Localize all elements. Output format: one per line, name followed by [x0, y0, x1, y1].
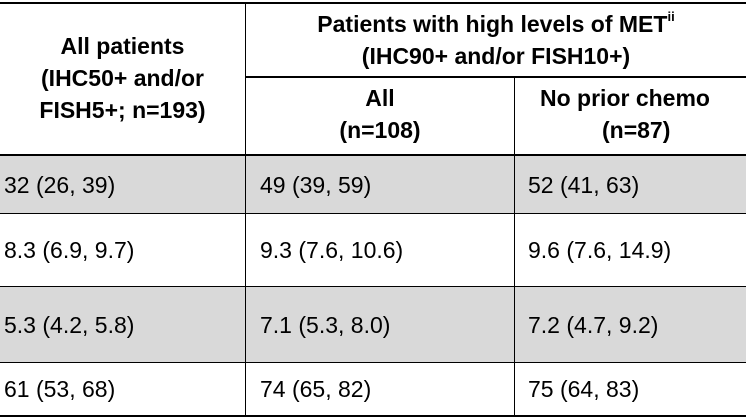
grid-line [0, 213, 746, 214]
table-row-cell: 5.3 (4.2, 5.8) [0, 287, 245, 362]
table-row-cell: 75 (64, 83) [528, 376, 640, 402]
high-met-subtitle: (IHC90+ and/or FISH10+) [361, 43, 631, 69]
grid-line [0, 286, 746, 287]
high-met-title: Patients with high levels of MET [317, 11, 668, 37]
grid-line [0, 415, 746, 417]
grid-line [514, 76, 515, 417]
table-row-cell: 9.6 (7.6, 14.9) [528, 237, 672, 263]
table-row-cell: 7.1 (5.3, 8.0) [246, 287, 514, 362]
high-met-footnote: ii [667, 9, 675, 25]
table-row-cell: 74 (65, 82) [260, 376, 372, 402]
header-no-prior-chemo: No prior chemo (n=87) [540, 85, 710, 143]
header-high-met: Patients with high levels of METii (IHC9… [246, 4, 746, 76]
table-row-cell: 49 (39, 59) [246, 156, 514, 213]
table-row-cell: 52 (41, 63) [515, 156, 746, 213]
table-row-cell: 8.3 (6.9, 9.7) [4, 237, 135, 263]
grid-line [0, 154, 746, 156]
header-all-patients: All patients (IHC50+ and/or FISH5+; n=19… [39, 33, 206, 123]
header-all: All (n=108) [339, 85, 421, 143]
table-row-cell: 7.2 (4.7, 9.2) [515, 287, 746, 362]
grid-line [0, 2, 746, 4]
table-row-cell: 61 (53, 68) [4, 376, 116, 402]
grid-line [0, 362, 746, 363]
grid-line [245, 2, 246, 417]
grid-line [246, 76, 746, 78]
table-row-cell: 9.3 (7.6, 10.6) [260, 237, 404, 263]
table-row-cell: 32 (26, 39) [0, 156, 245, 213]
